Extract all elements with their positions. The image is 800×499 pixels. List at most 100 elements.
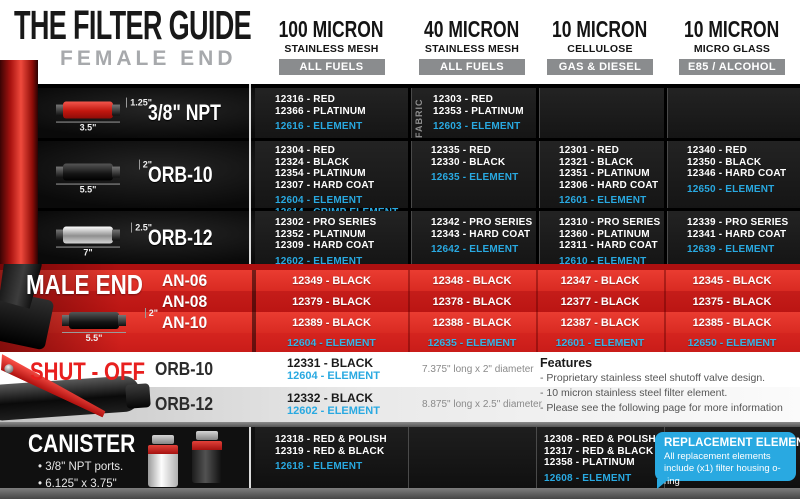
- part-number: 12347 - BLACK: [560, 274, 640, 287]
- inline-filter-icon: [56, 101, 120, 119]
- table-cell: 12316 - RED 12366 - PLATINUM 12616 - ELE…: [255, 88, 408, 138]
- male-end-banner: MALE END 2" 5.5": [0, 264, 162, 352]
- filter-drawing: 2" 5.5": [56, 304, 158, 343]
- part-cell: 12332 - BLACK 12602 - ELEMENT: [287, 390, 380, 418]
- column-media: STAINLESS MESH: [284, 43, 379, 55]
- part-numbers: 12310 - PRO SERIES 12360 - PLATINUM 1231…: [559, 217, 661, 251]
- table-row-orb12: 2.5" 7" ORB-12 12302 - PRO SERIES 12352 …: [0, 211, 800, 267]
- length-dimension: 3.5": [56, 121, 120, 133]
- inline-filter-icon: [62, 312, 126, 329]
- column-media: STAINLESS MESH: [424, 43, 520, 55]
- footer-bar: [0, 488, 800, 499]
- canister-specs: • 3/8" NPT ports. • 6.125" x 3.75": [38, 461, 124, 490]
- part-numbers: 12340 - RED 12350 - BLACK 12346 - HARD C…: [687, 145, 787, 179]
- table-row-an10: AN-10 12389 - BLACK 12388 - BLACK 12387 …: [0, 312, 800, 333]
- element-part-number: 12601 - ELEMENT: [555, 336, 645, 349]
- table-row-orb10: 2" 5.5" ORB-10 12304 - RED 12324 - BLACK…: [0, 141, 800, 218]
- table-cell-panel: [408, 427, 536, 488]
- part-number: 12377 - BLACK: [560, 295, 640, 308]
- size-note: 7.375" long x 2" diameter: [422, 364, 534, 375]
- filter-drawing: 2" 5.5": [50, 155, 152, 194]
- fuel-badge: E85 / ALCOHOL: [679, 59, 785, 75]
- column-micron: 40 MICRON: [424, 16, 520, 42]
- canister-bracket: [152, 435, 174, 444]
- table-cell: 12308 - RED & POLISH 12317 - RED & BLACK…: [544, 427, 668, 488]
- part-numbers: 12316 - RED 12366 - PLATINUM: [275, 94, 366, 117]
- element-part-numbers: 12616 - ELEMENT: [275, 121, 363, 132]
- features-block: Features - Proprietary stainless steel s…: [540, 356, 792, 416]
- canister-cap: [148, 445, 178, 454]
- part-numbers: 12302 - PRO SERIES 12352 - PLATINUM 1230…: [275, 217, 377, 251]
- part-numbers: 12304 - RED 12324 - BLACK 12354 - PLATIN…: [275, 145, 375, 191]
- table-row-elements: 12604 - ELEMENT 12635 - ELEMENT 12601 - …: [0, 333, 800, 352]
- size-note: 8.875" long x 2.5" diameter: [422, 399, 542, 410]
- element-part-number: 12635 - ELEMENT: [427, 336, 517, 349]
- diameter-dimension: 2": [144, 308, 158, 318]
- row-label: ORB-10: [148, 161, 213, 187]
- part-number: 12378 - BLACK: [432, 295, 512, 308]
- column-divider: [536, 270, 538, 352]
- diameter-dimension: 2.5": [131, 222, 152, 233]
- column-header-10-micron-cellulose: 10 MICRON CELLULOSE GAS & DIESEL: [536, 16, 664, 75]
- element-part-numbers: 12618 - ELEMENT: [275, 461, 363, 472]
- column-divider: [408, 270, 410, 352]
- header: THE FILTER GUIDE FEMALE END 100 MICRON S…: [0, 0, 800, 84]
- canister-body: [192, 450, 222, 483]
- table-row-shutoff-orb10: ORB-10 12331 - BLACK 12604 - ELEMENT 7.3…: [0, 352, 800, 387]
- diameter-dimension: 2": [138, 159, 152, 170]
- canister-body: [148, 454, 178, 487]
- length-dimension: 5.5": [62, 332, 126, 343]
- row-label-cell: 1.25" 3.5" 3/8" NPT: [0, 88, 255, 138]
- element-part-number: 12650 - ELEMENT: [687, 336, 777, 349]
- element-part-number: 12604 - ELEMENT: [287, 369, 380, 382]
- table-row-an08: AN-08 12379 - BLACK 12378 - BLACK 12377 …: [0, 291, 800, 312]
- column-divider: [249, 427, 251, 488]
- table-cell-panel: [255, 427, 408, 488]
- column-media: CELLULOSE: [567, 43, 633, 55]
- section-divider: [0, 422, 800, 427]
- part-numbers: 12339 - PRO SERIES 12341 - HARD COAT: [687, 217, 789, 240]
- row-label-cell: 2" 5.5" ORB-10: [0, 141, 255, 208]
- part-number: 12389 - BLACK: [292, 316, 371, 329]
- diameter-dimension: 1.25": [126, 97, 152, 108]
- column-micron: 10 MICRON: [552, 16, 648, 42]
- page-title: THE FILTER GUIDE: [14, 2, 252, 48]
- element-part-numbers: 12610 - ELEMENT: [559, 255, 647, 267]
- section-title: MALE END: [26, 269, 143, 300]
- part-numbers: 12335 - RED 12330 - BLACK: [431, 145, 506, 168]
- table-cell: 12340 - RED 12350 - BLACK 12346 - HARD C…: [664, 141, 800, 208]
- filter-drawing: 1.25" 3.5": [50, 94, 152, 133]
- canister-cap: [192, 441, 222, 450]
- table-cell: 12302 - PRO SERIES 12352 - PLATINUM 1230…: [255, 211, 408, 267]
- element-part-numbers: 12635 - ELEMENT: [431, 172, 519, 183]
- fuel-badge: ALL FUELS: [278, 59, 385, 75]
- red-filter-product-photo: [0, 60, 38, 264]
- female-end-heading: FEMALE END: [60, 47, 237, 71]
- male-end-section: AN-06 12349 - BLACK 12348 - BLACK 12347 …: [0, 264, 800, 352]
- part-numbers: 12318 - RED & POLISH 12319 - RED & BLACK: [275, 434, 387, 457]
- element-part-numbers: 12608 - ELEMENT: [544, 472, 632, 484]
- fabric-vertical-label: FABRIC: [414, 98, 424, 139]
- column-media: MICRO GLASS: [693, 43, 771, 55]
- part-number: 12331 - BLACK: [287, 355, 374, 370]
- column-header-100-micron: 100 MICRON STAINLESS MESH ALL FUELS: [255, 18, 408, 75]
- table-cell-empty: [664, 88, 800, 138]
- section-title: SHUT - OFF: [30, 358, 146, 386]
- female-end-section: 1.25" 3.5" 3/8" NPT 12316 - RED 12366 - …: [0, 84, 800, 267]
- inline-filter-icon: [56, 163, 120, 181]
- column-divider: [249, 84, 251, 264]
- valve-cap-photo: [125, 383, 151, 409]
- table-row-an06: AN-06 12349 - BLACK 12348 - BLACK 12347 …: [0, 270, 800, 291]
- shut-off-section: ORB-10 12331 - BLACK 12604 - ELEMENT 7.3…: [0, 352, 800, 422]
- part-number: 12332 - BLACK: [287, 390, 374, 405]
- canister-bracket: [196, 431, 218, 440]
- part-number: 12348 - BLACK: [432, 274, 512, 287]
- part-numbers: 12308 - RED & POLISH 12317 - RED & BLACK…: [544, 434, 656, 468]
- part-number: 12388 - BLACK: [432, 316, 512, 329]
- table-cell: 12335 - RED 12330 - BLACK 12635 - ELEMEN…: [408, 141, 536, 208]
- element-part-number: 12602 - ELEMENT: [287, 404, 380, 417]
- row-label: AN-06: [162, 270, 208, 290]
- row-label: AN-08: [162, 291, 208, 311]
- table-cell: 12310 - PRO SERIES 12360 - PLATINUM 1231…: [536, 211, 664, 267]
